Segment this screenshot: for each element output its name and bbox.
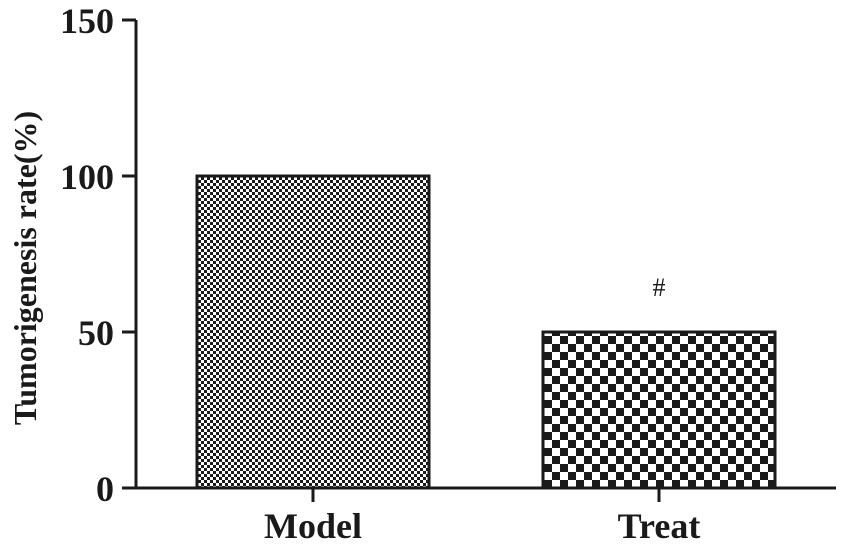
x-tick-label-model: Model (264, 506, 362, 545)
plot-area: 0 50 100 150 Model Treat # (60, 1, 836, 545)
bar-treat (541, 330, 777, 490)
significance-mark-treat: # (653, 273, 666, 302)
y-tick-label-50: 50 (78, 313, 114, 353)
y-tick-label-0: 0 (96, 469, 114, 509)
y-axis-title: Tumorigenesis rate(%) (7, 111, 43, 425)
bar-model (195, 174, 431, 490)
y-tick-label-100: 100 (60, 157, 114, 197)
x-tick-label-treat: Treat (618, 506, 701, 545)
y-tick-label-150: 150 (60, 1, 114, 41)
